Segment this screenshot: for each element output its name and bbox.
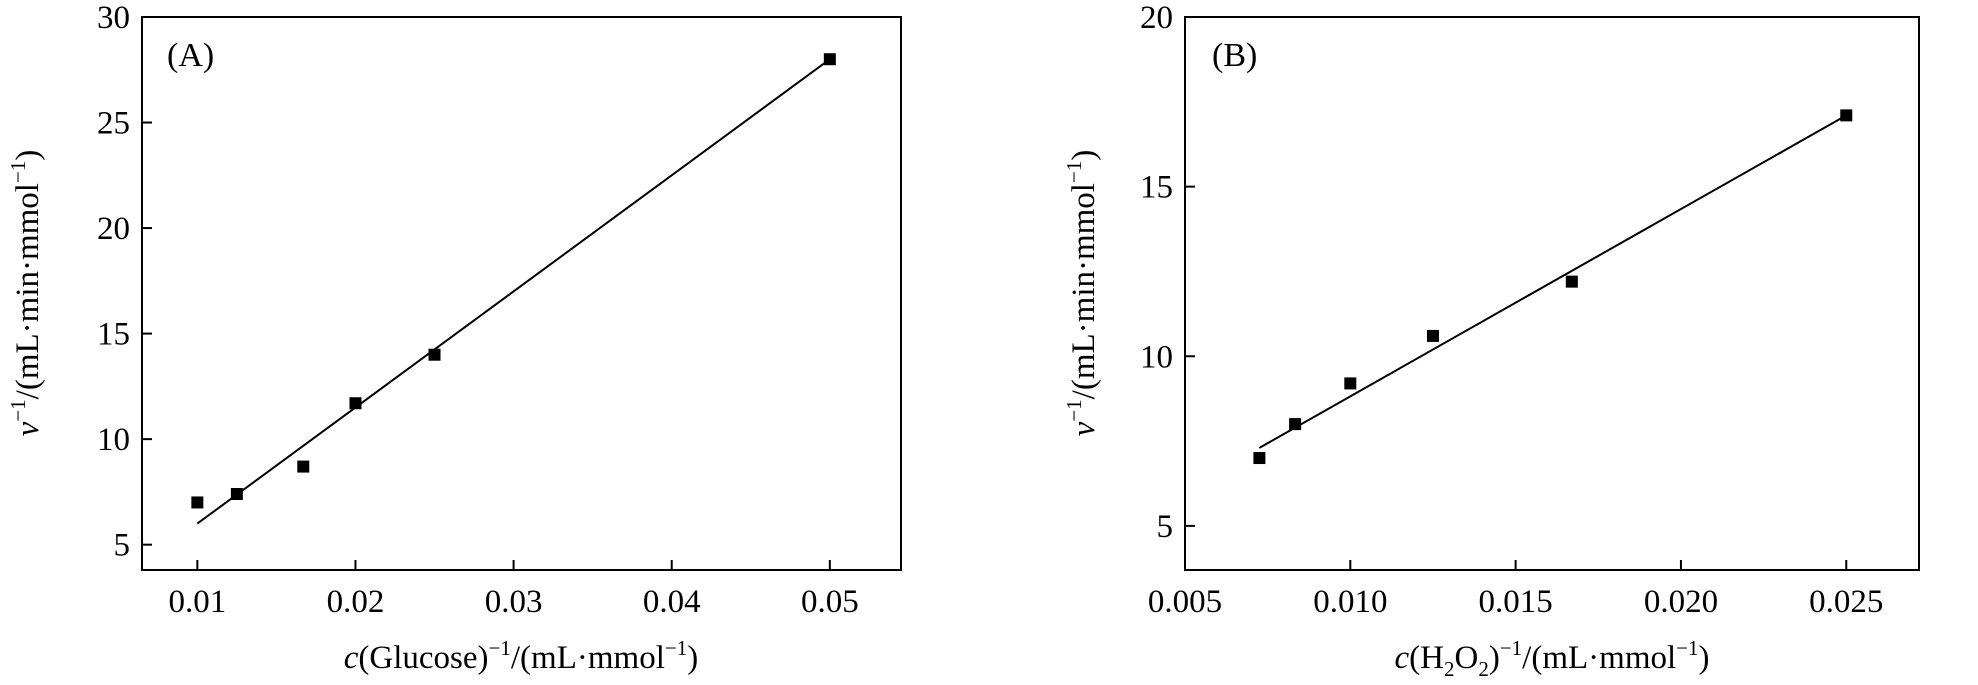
panel-a-y-tick-label: 20 xyxy=(97,211,130,247)
panel-a-frame xyxy=(141,16,902,571)
panel-a-fit-line xyxy=(196,58,831,525)
panel-a-y-tick-label: 5 xyxy=(114,528,131,564)
panel-a-data-point xyxy=(297,460,310,473)
panel-a-data-point xyxy=(428,348,441,361)
panel-a-y-axis-title: v−1/(mL·min·mmol−1) xyxy=(6,150,46,437)
panel-a-data-point xyxy=(230,488,243,501)
panel-a-x-tick-label: 0.05 xyxy=(801,584,859,620)
panel-b-data-point xyxy=(1253,452,1266,465)
panel-b-x-tick-label: 0.005 xyxy=(1148,584,1222,620)
panel-b: 0.005 0.010 0.015 0.020 0.025 5 10 15 20 (B) c(H… xyxy=(1062,0,1920,681)
panel-b-y-tick-label: 5 xyxy=(1157,509,1174,545)
panel-b-y-axis-title: v−1/(mL·min·mmol−1) xyxy=(1062,150,1102,437)
panel-a-x-tick-label: 0.04 xyxy=(643,584,701,620)
panel-a-x-tick-label: 0.01 xyxy=(168,584,226,620)
panel-b-x-tick-label: 0.025 xyxy=(1809,584,1883,620)
panel-b-x-tick-label: 0.015 xyxy=(1479,584,1553,620)
panel-a-label: (A) xyxy=(167,37,214,74)
panel-a: 0.01 0.02 0.03 0.04 0.05 5 10 15 20 25 30 (A) c(Gl… xyxy=(6,0,902,676)
panel-a-y-tick-label: 10 xyxy=(97,422,130,458)
panel-b-frame xyxy=(1184,16,1920,571)
panel-b-label: (B) xyxy=(1212,37,1257,74)
panel-b-y-tick-label: 10 xyxy=(1140,339,1173,375)
panel-b-data-point xyxy=(1426,329,1439,342)
panel-a-tick-labels: 0.01 0.02 0.03 0.04 0.05 5 10 15 20 25 30 xyxy=(97,0,859,620)
panel-a-x-axis-title: c(Glucose)−1/(mL·mmol−1) xyxy=(344,636,698,676)
panel-b-y-tick-label: 15 xyxy=(1140,170,1173,206)
panel-a-x-tick-label: 0.03 xyxy=(485,584,543,620)
panel-a-x-tick-label: 0.02 xyxy=(327,584,385,620)
panel-b-x-tick-label: 0.020 xyxy=(1644,584,1718,620)
panel-b-data-point xyxy=(1344,377,1357,390)
panel-b-data-point xyxy=(1565,275,1578,288)
panel-b-tick-labels: 0.005 0.010 0.015 0.020 0.025 5 10 15 20 xyxy=(1140,0,1883,620)
panel-b-x-tick-label: 0.010 xyxy=(1313,584,1387,620)
panel-a-points xyxy=(191,53,836,509)
panel-a-y-tick-label: 15 xyxy=(97,317,130,353)
panel-b-ticks xyxy=(1184,16,1848,570)
panel-b-y-tick-label: 20 xyxy=(1140,0,1173,36)
panel-b-fit-line xyxy=(1258,114,1847,449)
panel-a-data-point xyxy=(349,397,362,410)
panel-b-points xyxy=(1253,109,1853,465)
panel-a-data-point xyxy=(823,53,836,66)
panel-a-y-tick-label: 25 xyxy=(97,106,130,142)
panel-b-data-point xyxy=(1289,418,1302,431)
panel-b-data-point xyxy=(1840,109,1853,122)
panel-a-data-point xyxy=(191,496,204,509)
panel-a-ticks xyxy=(142,16,831,570)
panel-a-y-tick-label: 30 xyxy=(97,0,130,36)
panel-b-x-axis-title: c(H2O2)−1/(mL·mmol−1) xyxy=(1395,636,1710,681)
